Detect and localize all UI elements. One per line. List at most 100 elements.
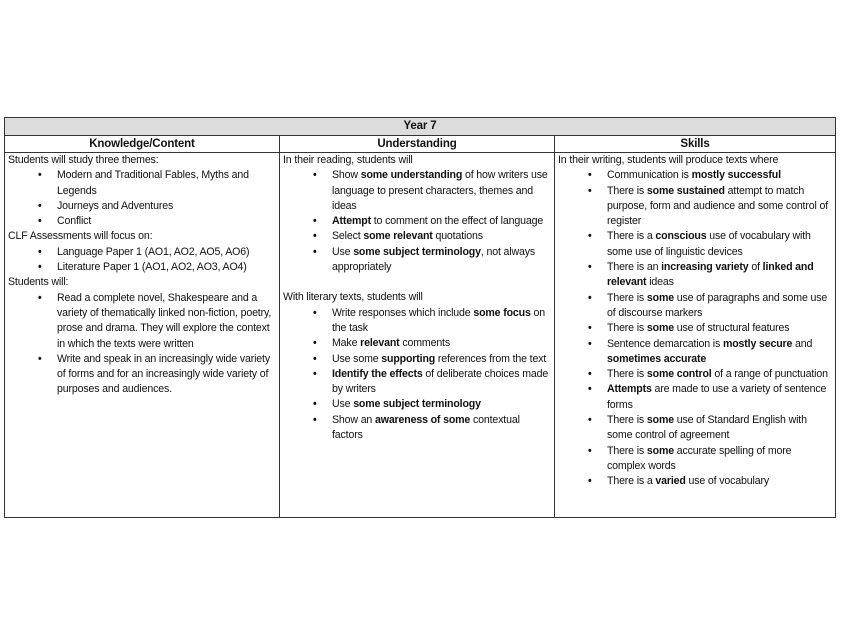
bullet-list: Modern and Traditional Fables, Myths and… xyxy=(8,168,276,229)
bullet-list: Language Paper 1 (AO1, AO2, AO5, AO6) Lit… xyxy=(8,245,276,276)
section-intro: In their reading, students will xyxy=(283,154,413,166)
text: There is xyxy=(607,184,647,197)
list-item: Show some understanding of how writers u… xyxy=(313,168,551,214)
emphasis-text: Attempts xyxy=(607,383,652,396)
emphasis-text: linked and relevant xyxy=(607,261,814,289)
text: , not always appropriately xyxy=(332,245,536,274)
text: Modern and Traditional Fables, Myths and… xyxy=(57,169,249,197)
text: Read a complete novel, Shakespeare and a… xyxy=(57,291,272,350)
list-item: Modern and Traditional Fables, Myths and… xyxy=(38,168,276,199)
list-item: Attempt to comment on the effect of lang… xyxy=(313,214,551,230)
list-item: There is some use of paragraphs and some… xyxy=(588,291,832,322)
text: Show an xyxy=(332,413,375,426)
emphasis-text: conscious xyxy=(655,230,707,243)
emphasis-text: some subject terminology xyxy=(353,398,481,411)
emphasis-text: varied xyxy=(655,475,686,488)
text: references from the text xyxy=(435,352,547,365)
list-item: Select some relevant quotations xyxy=(313,229,551,245)
list-item: Sentence demarcation is mostly secure an… xyxy=(588,337,832,368)
text: Language Paper 1 (AO1, AO2, AO5, AO6) xyxy=(57,245,250,258)
emphasis-text: some subject terminology xyxy=(353,245,481,258)
text: use of Standard English with some contro… xyxy=(607,414,807,442)
emphasis-text: awareness of some xyxy=(374,413,471,426)
list-item: There is an increasing variety of linked… xyxy=(588,260,832,291)
text: Make xyxy=(332,337,361,350)
list-item: There is some use of structural features xyxy=(588,321,832,337)
table-title: Year 7 xyxy=(3,117,837,136)
bullet-list: Communication is mostly successfulThere … xyxy=(558,168,832,490)
text: ideas xyxy=(646,276,674,289)
text: Write responses which include xyxy=(332,306,474,319)
list-item: There is a varied use of vocabulary xyxy=(588,474,832,490)
text: Show xyxy=(332,169,361,182)
text: There is xyxy=(607,444,647,457)
emphasis-text: mostly secure xyxy=(722,337,793,350)
emphasis-text: some sustained xyxy=(646,184,725,197)
text: Write and speak in an increasingly wide … xyxy=(57,352,270,396)
text: on the task xyxy=(332,306,545,334)
text: of deliberate choices made by writers xyxy=(332,367,549,396)
year-7-table: Year 7 Knowledge/Content Understanding S… xyxy=(3,117,837,518)
text: Use some xyxy=(332,352,382,365)
emphasis-text: supporting xyxy=(381,352,436,365)
column-header-skills: Skills xyxy=(553,135,837,153)
list-item: Identify the effects of deliberate choic… xyxy=(313,367,551,398)
list-item: Language Paper 1 (AO1, AO2, AO5, AO6) xyxy=(38,245,276,261)
text: There is xyxy=(607,322,647,335)
text: Use xyxy=(332,398,354,411)
text: accurate spelling of more complex words xyxy=(607,444,792,472)
text: of a range of punctuation xyxy=(711,368,828,381)
text: There is xyxy=(607,414,647,427)
text: Communication is xyxy=(607,169,692,182)
list-item: Conflict xyxy=(38,214,276,230)
text: Journeys and Adventures xyxy=(57,199,174,212)
section-intro: CLF Assessments will focus on: xyxy=(8,230,153,243)
section-intro: With literary texts, students will xyxy=(283,291,423,304)
text: There is a xyxy=(607,475,656,488)
text: There is xyxy=(607,291,647,304)
understanding-cell: In their reading, students will Show some… xyxy=(279,152,555,518)
emphasis-text: some xyxy=(646,322,674,335)
bullet-list: Read a complete novel, Shakespeare and a… xyxy=(8,291,276,398)
list-item: Journeys and Adventures xyxy=(38,199,276,215)
list-item: Use some subject terminology xyxy=(313,397,551,413)
section-intro: In their writing, students will produce … xyxy=(558,154,779,166)
emphasis-text: some xyxy=(646,291,674,304)
emphasis-text: some relevant xyxy=(363,230,433,243)
text: use of paragraphs and some use of discou… xyxy=(607,291,828,319)
list-item: There is a conscious use of vocabulary w… xyxy=(588,229,832,260)
emphasis-text: sometimes accurate xyxy=(607,352,707,365)
list-item: Read a complete novel, Shakespeare and a… xyxy=(38,291,276,352)
text: to comment on the effect of language xyxy=(370,215,544,228)
list-item: Write responses which include some focus… xyxy=(313,306,551,337)
text: use of vocabulary with some use of lingu… xyxy=(607,230,811,258)
section-intro: Students will: xyxy=(8,276,69,289)
emphasis-text: some xyxy=(646,414,674,427)
emphasis-text: relevant xyxy=(360,337,400,350)
emphasis-text: mostly successful xyxy=(691,169,781,182)
skills-cell: In their writing, students will produce … xyxy=(553,152,837,518)
list-item: Communication is mostly successful xyxy=(588,168,832,184)
text: comments xyxy=(399,337,451,350)
list-item: There is some control of a range of punc… xyxy=(588,367,832,383)
text: Sentence demarcation is xyxy=(607,337,723,350)
text: quotations xyxy=(432,230,483,243)
bullet-list: Show some understanding of how writers u… xyxy=(283,168,551,275)
text: Select xyxy=(332,230,364,243)
emphasis-text: some xyxy=(646,444,674,457)
list-item: There is some sustained attempt to match… xyxy=(588,184,832,230)
text: Literature Paper 1 (AO1, AO2, AO3, AO4) xyxy=(57,261,247,274)
emphasis-text: Attempt xyxy=(332,215,371,228)
emphasis-text: some understanding xyxy=(360,169,463,182)
text: and xyxy=(792,337,813,350)
text: use of structural features xyxy=(673,322,790,335)
list-item: Write and speak in an increasingly wide … xyxy=(38,352,276,398)
emphasis-text: Identify the effects xyxy=(332,367,423,380)
knowledge-cell: Students will study three themes: Modern … xyxy=(4,152,280,518)
list-item: Use some subject terminology, not always… xyxy=(313,245,551,276)
list-item: Use some supporting references from the … xyxy=(313,352,551,368)
emphasis-text: some focus xyxy=(473,306,531,319)
bullet-list: Write responses which include some focus… xyxy=(283,306,551,444)
text: Use xyxy=(332,245,354,258)
text: Conflict xyxy=(57,215,92,228)
